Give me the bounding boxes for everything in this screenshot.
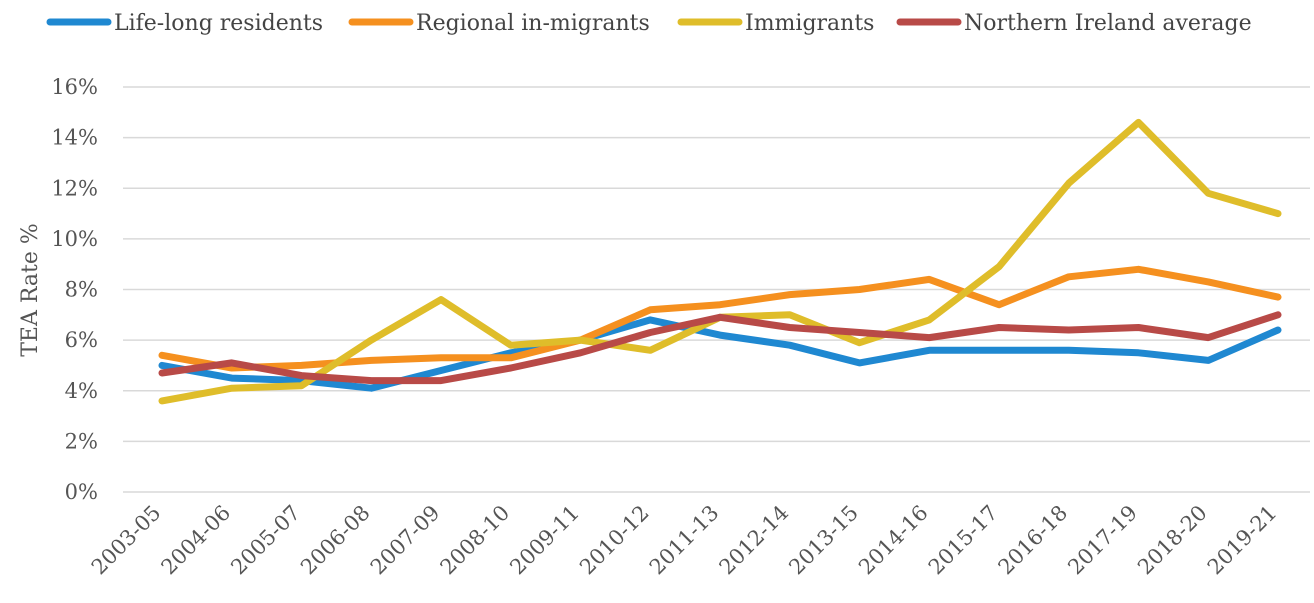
legend-label: Regional in-migrants	[416, 11, 650, 36]
y-axis-ticks: 0% 2% 4% 6% 8% 10% 12% 14% 16%	[51, 75, 98, 504]
y-tick-label: 2%	[65, 429, 98, 453]
x-tick-label: 2005-07	[226, 501, 305, 580]
y-tick-label: 16%	[51, 75, 98, 99]
legend-label: Life-long residents	[114, 11, 323, 36]
legend-label: Immigrants	[745, 11, 874, 36]
x-tick-label: 2012-14	[715, 501, 794, 580]
gridlines	[123, 86, 1310, 493]
y-axis-title: TEA Rate %	[18, 223, 43, 357]
y-tick-label: 4%	[65, 379, 98, 403]
x-tick-label: 2006-08	[296, 501, 375, 580]
x-tick-label: 2009-11	[505, 501, 584, 580]
x-tick-label: 2015-17	[924, 501, 1003, 580]
y-tick-label: 12%	[51, 176, 98, 200]
x-tick-label: 2011-13	[645, 501, 724, 580]
x-tick-label: 2013-15	[784, 501, 863, 580]
x-tick-label: 2017-19	[1063, 501, 1142, 580]
y-tick-label: 6%	[65, 328, 98, 352]
series-lines	[158, 118, 1282, 405]
y-tick-label: 0%	[65, 480, 98, 504]
x-axis-ticks: 2003-052004-062005-072006-082007-092008-…	[87, 501, 1282, 580]
y-tick-label: 8%	[65, 278, 98, 302]
series-line	[158, 118, 1282, 405]
x-tick-label: 2008-10	[436, 501, 515, 580]
x-tick-label: 2016-18	[994, 501, 1073, 580]
x-tick-label: 2018-20	[1133, 501, 1212, 580]
x-tick-label: 2003-05	[87, 501, 166, 580]
x-tick-label: 2004-06	[157, 501, 236, 580]
legend-label: Northern Ireland average	[964, 11, 1252, 36]
x-tick-label: 2010-12	[575, 501, 654, 580]
y-tick-label: 14%	[51, 126, 98, 150]
legend: Life-long residents Regional in-migrants I…	[46, 11, 1252, 36]
x-tick-label: 2019-21	[1203, 501, 1282, 580]
x-tick-label: 2007-09	[366, 501, 445, 580]
y-tick-label: 10%	[51, 227, 98, 251]
x-tick-label: 2014-16	[854, 501, 933, 580]
